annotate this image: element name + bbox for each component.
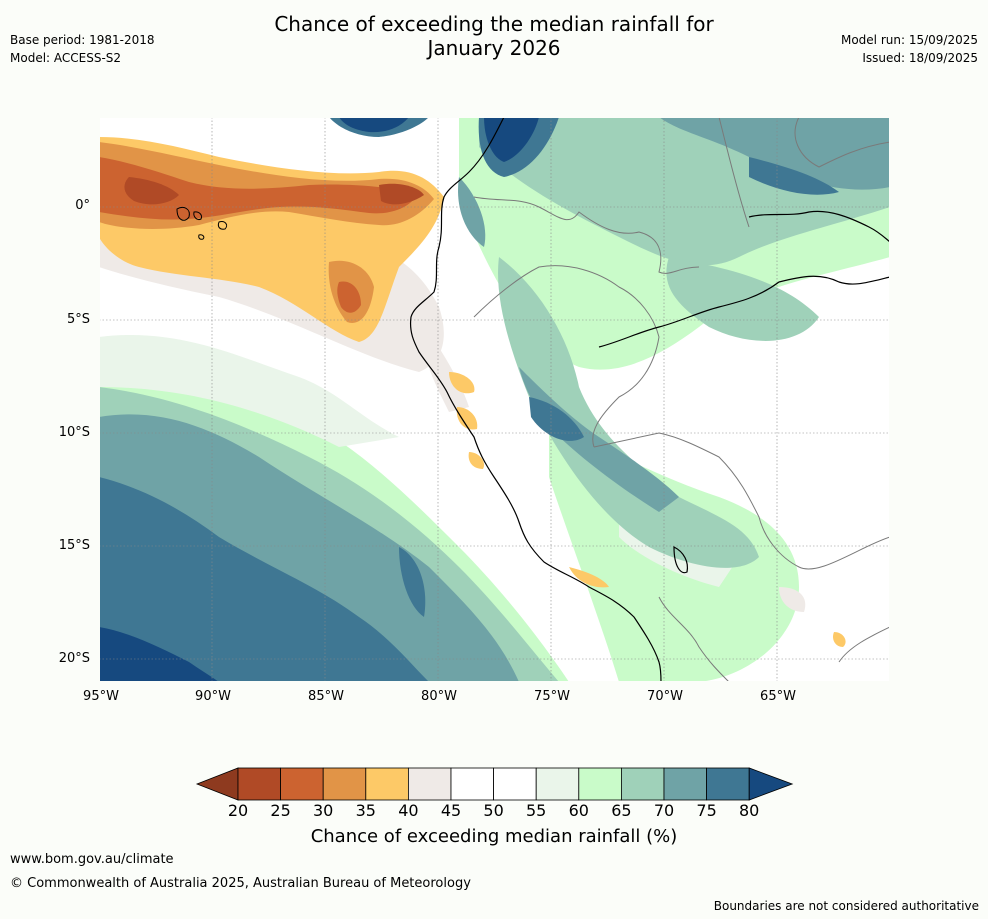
galapagos-islands [176, 206, 228, 240]
colorbar-tick-label: 80 [739, 801, 760, 820]
lon-label-75w: 75°W [534, 689, 570, 704]
colorbar-tick-label: 50 [483, 801, 504, 820]
map-title-line2: January 2026 [427, 36, 561, 60]
colorbar-cell [237, 767, 281, 801]
coastlines [409, 117, 890, 682]
zone-25-30 [99, 157, 419, 313]
lon-label-85w: 85°W [308, 689, 344, 704]
colorbar-cell [663, 767, 707, 801]
colorbar-cell [280, 767, 324, 801]
base-period-text: Base period: 1981-2018 [10, 33, 155, 47]
country-boundaries [473, 117, 890, 682]
colorbar-extend-high [748, 767, 794, 801]
colorbar-tick-label: 65 [611, 801, 632, 820]
website-link[interactable]: www.bom.gov.au/climate [10, 852, 174, 867]
lat-label-10s: 10°S [58, 425, 90, 440]
colorbar-tick-label: 35 [355, 801, 376, 820]
lat-label-0: 0° [75, 198, 90, 213]
colorbar-label: Chance of exceeding median rainfall (%) [310, 826, 678, 847]
lat-label-5s: 5°S [66, 312, 90, 327]
colorbar-tick-label: 60 [568, 801, 589, 820]
colorbar-cell [578, 767, 622, 801]
colorbar-tick-label: 55 [526, 801, 547, 820]
colorbar-cell [706, 767, 750, 801]
lon-label-65w: 65°W [760, 689, 796, 704]
model-run-text: Model run: 15/09/2025 [840, 33, 978, 47]
colorbar-cell [620, 767, 665, 801]
rainfall-map[interactable] [99, 117, 890, 682]
rainfall-map-canvas [99, 117, 890, 682]
lon-label-95w: 95°W [83, 689, 119, 704]
colorbar-cell [450, 767, 494, 801]
colorbar-cell [535, 767, 580, 801]
colorbar-cell [493, 767, 537, 801]
lon-label-80w: 80°W [421, 689, 457, 704]
colorbar-cell [407, 767, 452, 801]
colorbar-cell [365, 767, 409, 801]
model-text: Model: ACCESS-S2 [10, 51, 122, 65]
copyright-text: © Commonwealth of Australia 2025, Austra… [10, 876, 471, 891]
lon-label-90w: 90°W [195, 689, 231, 704]
colorbar-tick-label: 45 [440, 801, 462, 820]
colorbar-tick-label: 20 [227, 801, 249, 820]
colorbar-tick-label: 75 [696, 801, 717, 820]
colorbar [195, 767, 794, 801]
map-title: Chance of exceeding the median rainfall … [0, 12, 988, 60]
colorbar-tick-label: 30 [313, 801, 334, 820]
colorbar-cell [322, 767, 367, 801]
graticule [99, 117, 890, 682]
zone-20-25 [124, 177, 424, 205]
lat-label-20s: 20°S [58, 651, 90, 666]
colorbar-tick-label: 40 [398, 801, 419, 820]
disclaimer-text: Boundaries are not considered authoritat… [713, 899, 979, 913]
lon-label-70w: 70°W [647, 689, 683, 704]
colorbar-tick-label: 70 [653, 801, 675, 820]
colorbar-extend-low [195, 767, 239, 801]
lat-label-15s: 15°S [58, 538, 90, 553]
issued-text: Issued: 18/09/2025 [862, 51, 978, 65]
map-title-line1: Chance of exceeding the median rainfall … [274, 12, 714, 36]
colorbar-tick-label: 25 [270, 801, 291, 820]
